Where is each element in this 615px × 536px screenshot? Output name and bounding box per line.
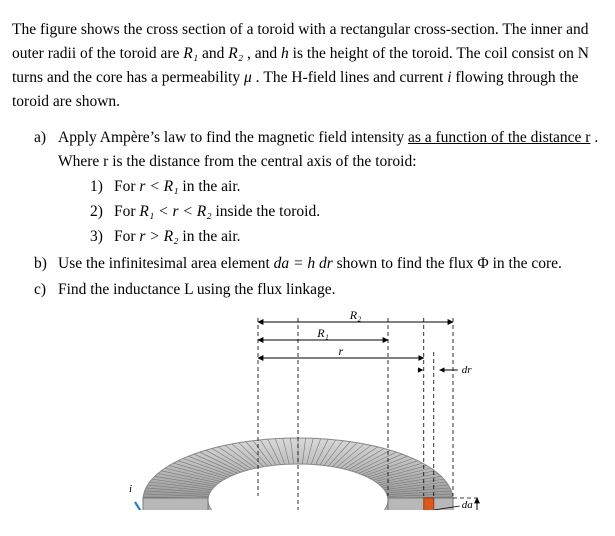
qa-s1-label: 1) <box>90 175 114 199</box>
qb-body: Use the infinitesimal area element da = … <box>58 252 603 276</box>
intro-R2: R₂ <box>228 45 243 62</box>
svg-text:R₂: R₂ <box>348 310 361 322</box>
intro-t5: . The H-field lines and current <box>256 69 448 86</box>
qa-label: a) <box>34 126 58 250</box>
qa-sub-1: 1) For r < R₁ in the air. <box>90 175 603 199</box>
qc-label: c) <box>34 278 58 302</box>
qa-body: Apply Ampère’s law to find the magnetic … <box>58 126 603 250</box>
question-a: a) Apply Ampère’s law to find the magnet… <box>34 126 603 250</box>
qa-s1-a: For <box>114 178 139 195</box>
figure-wrapper: R₂R₁rdrdahi <box>12 310 603 518</box>
qa-s3-expr: r > R₂ <box>139 228 178 245</box>
qa-s1-b: in the air. <box>182 178 240 195</box>
intro-mu: μ <box>244 69 252 86</box>
svg-text:dr: dr <box>461 364 472 376</box>
question-b: b) Use the infinitesimal area element da… <box>34 252 603 276</box>
qa-s3-body: For r > R₂ in the air. <box>114 225 241 249</box>
intro-paragraph: The figure shows the cross section of a … <box>12 18 603 114</box>
qb-t2: shown to find the flux Φ in the core. <box>337 255 562 272</box>
question-list: a) Apply Ampère’s law to find the magnet… <box>12 126 603 302</box>
qa-underline: as a function of the distance r <box>408 129 591 146</box>
qb-eq: da = h dr <box>274 255 333 272</box>
qb-label: b) <box>34 252 58 276</box>
qa-sublist: 1) For r < R₁ in the air. 2) For R₁ < r … <box>58 175 603 249</box>
qb-t1: Use the infinitesimal area element <box>58 255 274 272</box>
qa-s1-expr: r < R₁ <box>139 178 178 195</box>
qc-body: Find the inductance L using the flux lin… <box>58 278 603 302</box>
intro-t3: , and <box>247 45 281 62</box>
svg-text:r: r <box>338 344 343 358</box>
toroid-figure: R₂R₁rdrdahi <box>123 310 493 510</box>
qa-s2-a: For <box>114 203 139 220</box>
qa-s2-b: inside the toroid. <box>215 203 320 220</box>
qa-sub-3: 3) For r > R₂ in the air. <box>90 225 603 249</box>
qa-s2-body: For R₁ < r < R₂ inside the toroid. <box>114 200 320 224</box>
qa-s3-b: in the air. <box>182 228 240 245</box>
qa-s3-label: 3) <box>90 225 114 249</box>
svg-text:R₁: R₁ <box>316 326 329 340</box>
qa-s3-a: For <box>114 228 139 245</box>
qa-s2-label: 2) <box>90 200 114 224</box>
intro-i: i <box>447 69 451 86</box>
qa-sub-2: 2) For R₁ < r < R₂ inside the toroid. <box>90 200 603 224</box>
qa-s2-expr: R₁ < r < R₂ <box>139 203 211 220</box>
intro-h: h <box>281 45 289 62</box>
svg-text:i: i <box>129 483 132 495</box>
question-c: c) Find the inductance L using the flux … <box>34 278 603 302</box>
qa-t1: Apply Ampère’s law to find the magnetic … <box>58 129 408 146</box>
intro-R1: R₁ <box>183 45 198 62</box>
qa-s1-body: For r < R₁ in the air. <box>114 175 241 199</box>
intro-t2: and <box>202 45 228 62</box>
